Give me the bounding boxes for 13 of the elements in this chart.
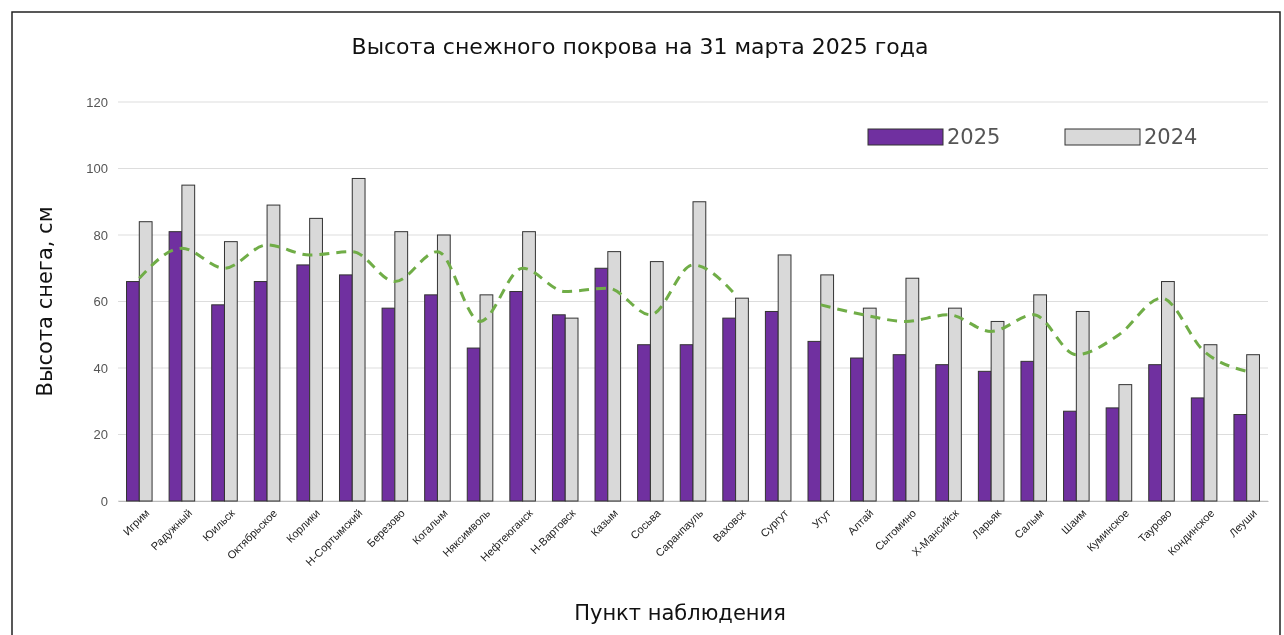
x-tick-label: Угут <box>809 506 834 531</box>
y-axis-title: Высота снега, см <box>33 206 57 397</box>
y-tick-label: 20 <box>93 427 108 443</box>
chart-title: Высота снежного покрова на 31 марта 2025 года <box>351 34 929 59</box>
y-tick-label: 0 <box>100 493 108 509</box>
x-axis-title: Пункт наблюдения <box>574 601 786 625</box>
legend-label: 2025 <box>947 125 1001 150</box>
y-tick-label: 120 <box>86 94 108 110</box>
y-tick-label: 100 <box>86 161 108 177</box>
legend-label: 2024 <box>1144 125 1198 150</box>
y-tick-label: 60 <box>93 294 108 310</box>
y-tick-label: 40 <box>93 360 108 376</box>
y-tick-label: 80 <box>93 227 108 243</box>
